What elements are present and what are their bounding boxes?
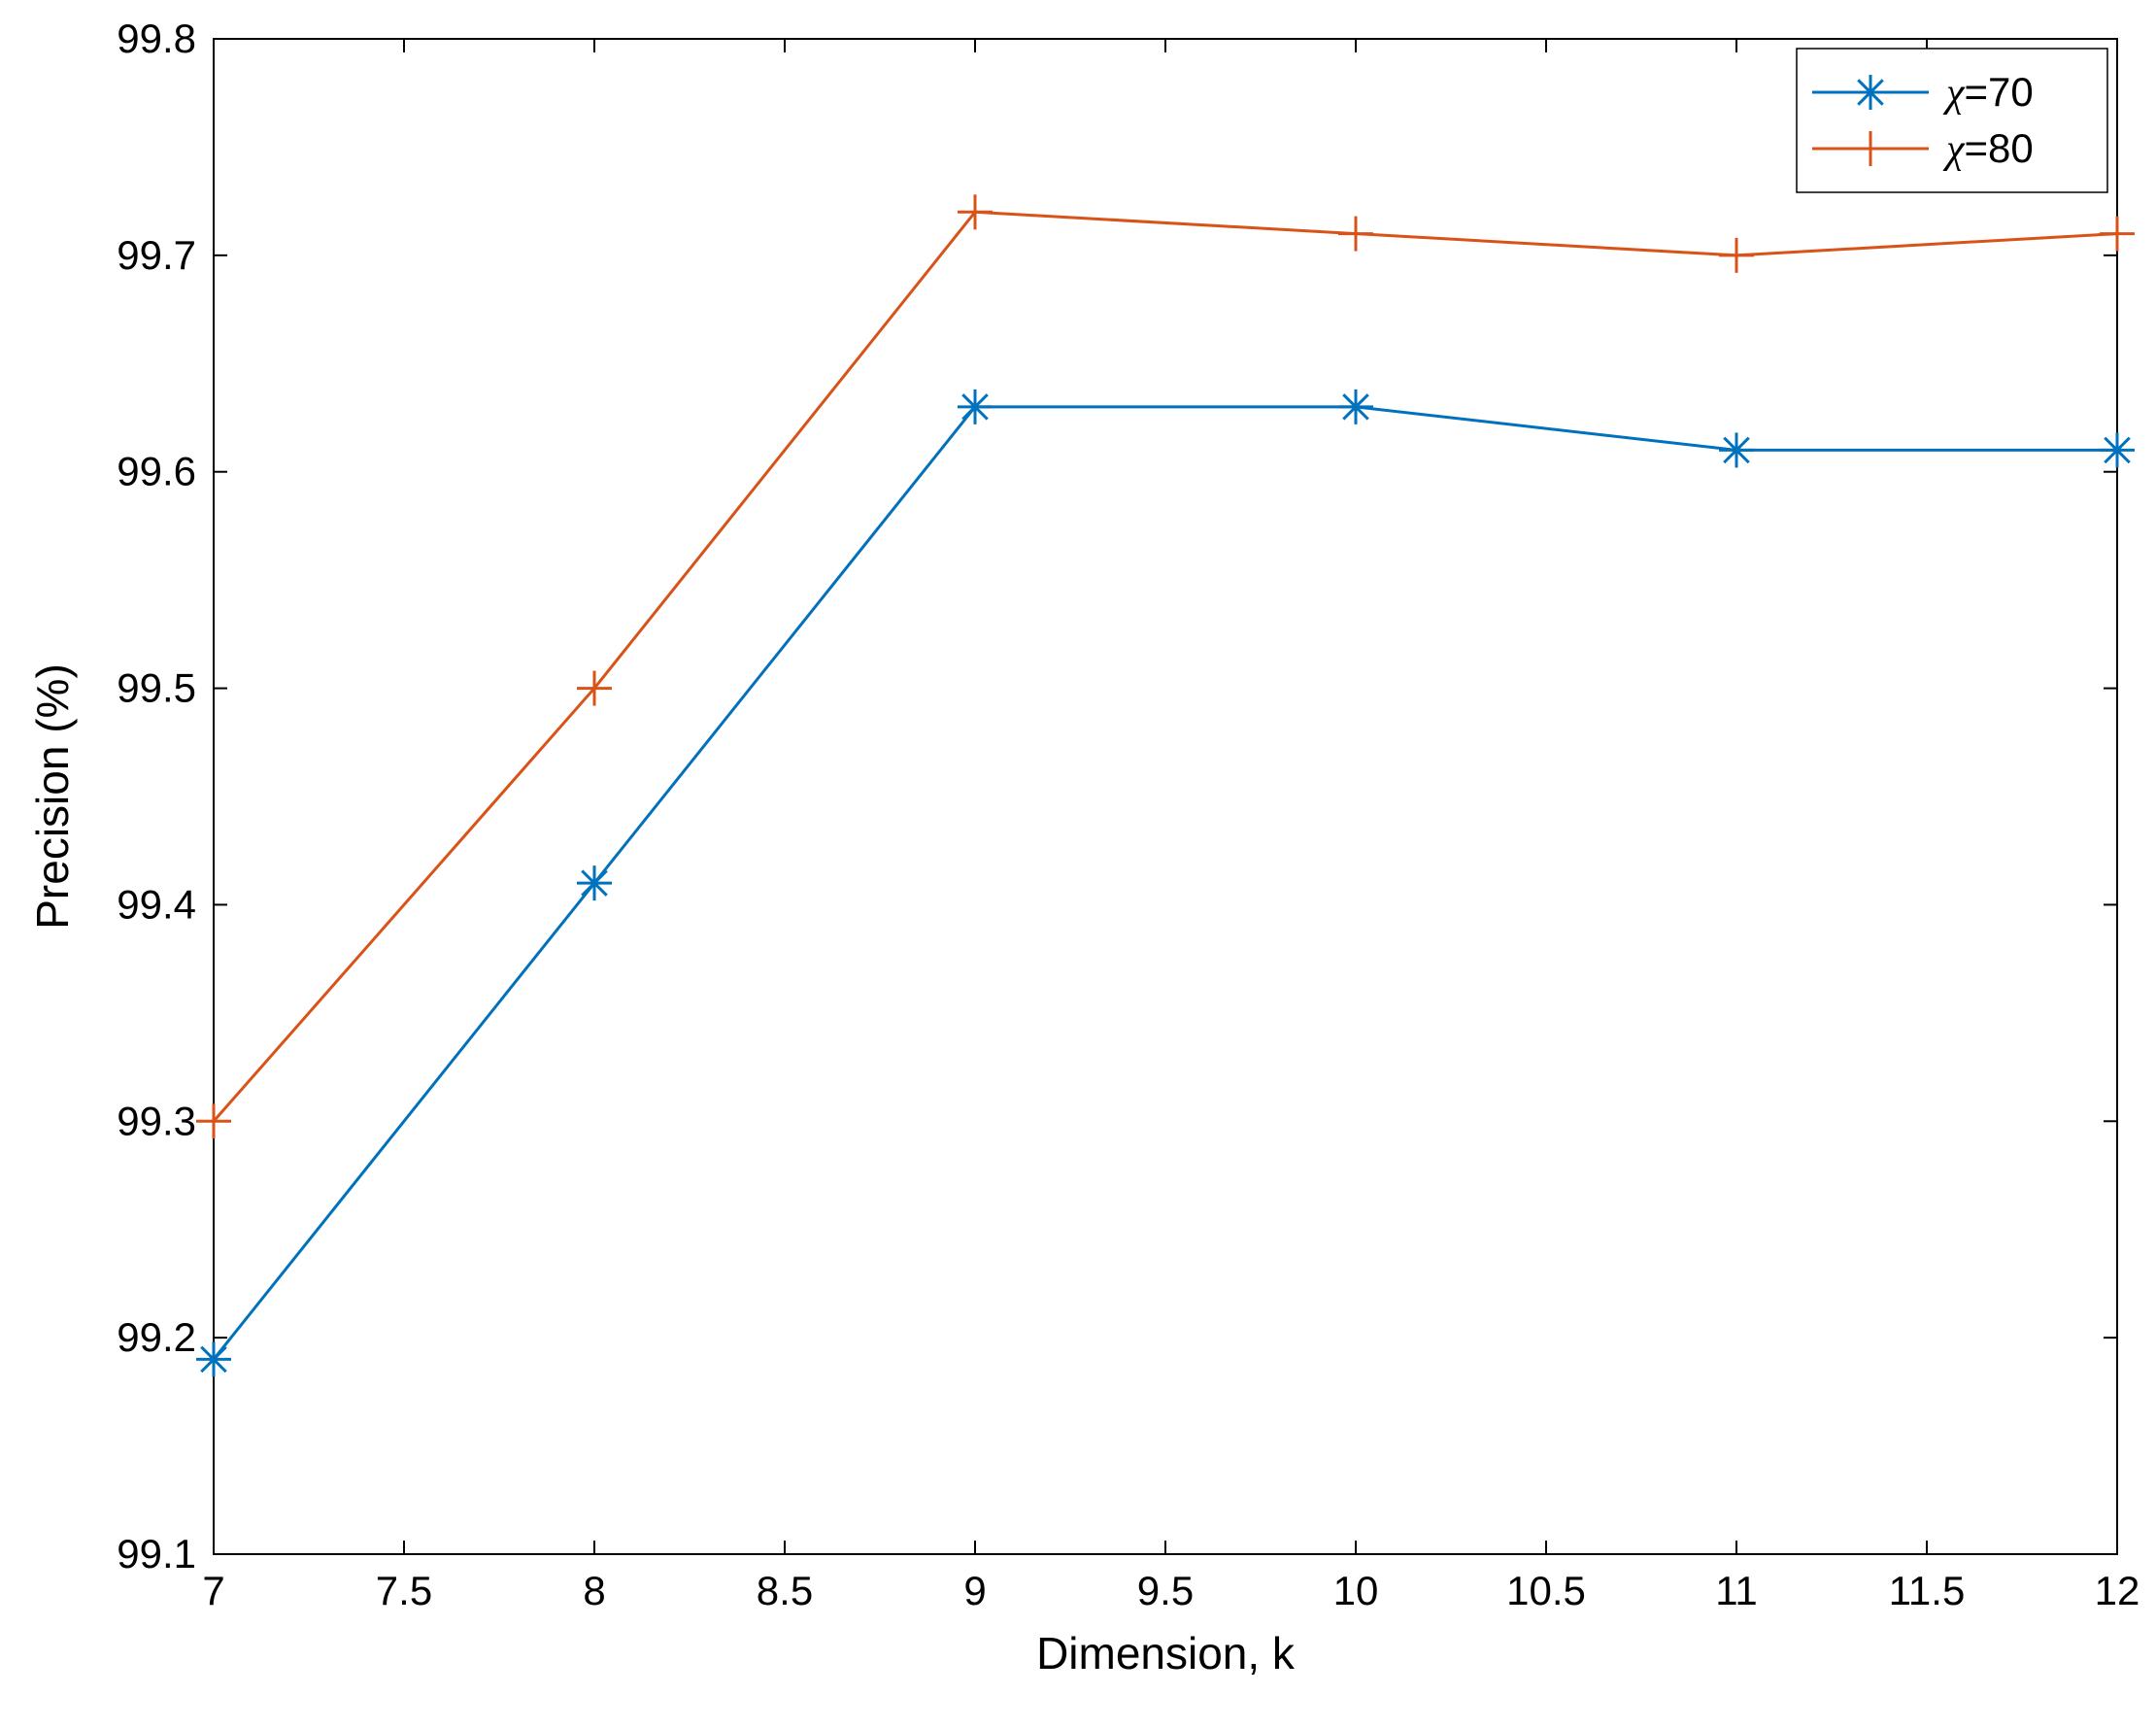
x-tick-label: 12	[2095, 1568, 2140, 1613]
precision-chart: 77.588.599.51010.51111.51299.199.299.399…	[0, 0, 2156, 1729]
y-tick-label: 99.1	[117, 1531, 196, 1576]
x-tick-label: 7.5	[376, 1568, 432, 1613]
x-tick-label: 9.5	[1137, 1568, 1194, 1613]
y-tick-label: 99.3	[117, 1098, 196, 1143]
y-tick-label: 99.4	[117, 881, 196, 927]
x-tick-label: 10	[1333, 1568, 1379, 1613]
x-tick-label: 8	[583, 1568, 605, 1613]
legend: χ=70 χ=80	[1797, 49, 2107, 192]
y-axis-label: Precision (%)	[27, 663, 78, 930]
x-tick-label: 9	[963, 1568, 986, 1613]
x-tick-label: 10.5	[1506, 1568, 1586, 1613]
chart-svg: 77.588.599.51010.51111.51299.199.299.399…	[0, 0, 2156, 1729]
x-tick-label: 11	[1715, 1568, 1758, 1613]
x-axis-label: Dimension, k	[1036, 1628, 1296, 1678]
y-tick-label: 99.2	[117, 1314, 196, 1360]
x-tick-label: 7	[202, 1568, 224, 1613]
legend-label-chi80: χ=80	[1942, 125, 2034, 172]
y-tick-label: 99.6	[117, 449, 196, 494]
legend-label-chi70: χ=70	[1942, 69, 2034, 116]
y-tick-label: 99.8	[117, 16, 196, 61]
y-tick-label: 99.7	[117, 232, 196, 278]
x-tick-label: 8.5	[757, 1568, 813, 1613]
y-tick-label: 99.5	[117, 665, 196, 711]
x-tick-label: 11.5	[1889, 1568, 1966, 1613]
